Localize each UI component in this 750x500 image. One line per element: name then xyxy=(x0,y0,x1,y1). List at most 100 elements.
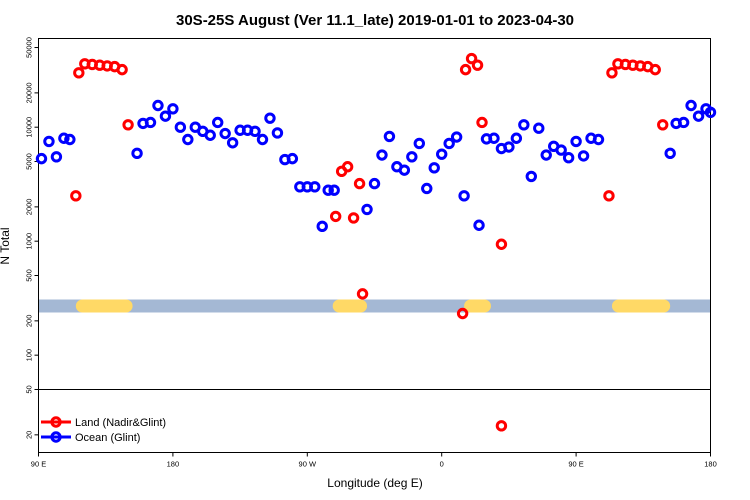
point-ocean xyxy=(322,184,334,196)
chart-title: 30S-25S August (Ver 11.1_late) 2019-01-0… xyxy=(176,12,574,29)
point-land xyxy=(649,63,661,76)
point-ocean xyxy=(518,119,530,131)
legend-marker-land xyxy=(50,416,62,428)
point-land xyxy=(353,177,366,190)
point-ocean xyxy=(533,122,545,134)
land-segment-0 xyxy=(75,299,133,313)
point-land xyxy=(329,210,342,223)
y-tick-label: 20 xyxy=(25,431,34,439)
point-ocean xyxy=(328,184,340,196)
point-land xyxy=(495,238,508,250)
y-tick-label: 50 xyxy=(25,385,34,393)
legend-marker-ocean xyxy=(50,431,62,443)
point-ocean xyxy=(473,219,485,231)
point-land xyxy=(606,67,618,79)
y-tick-label: 2000 xyxy=(25,199,34,216)
point-ocean xyxy=(271,127,284,139)
point-ocean xyxy=(450,131,463,143)
point-land xyxy=(73,67,85,79)
point-ocean xyxy=(256,133,269,146)
point-ocean xyxy=(249,125,261,138)
point-ocean xyxy=(383,130,396,143)
point-ocean xyxy=(167,103,179,115)
point-land xyxy=(657,119,669,131)
x-tick-label: 180 xyxy=(167,460,180,469)
point-land xyxy=(471,59,484,71)
point-ocean xyxy=(503,141,515,153)
land-mask xyxy=(38,299,711,313)
x-tick-label: 90 E xyxy=(31,460,46,469)
point-land xyxy=(70,190,82,202)
point-ocean xyxy=(43,135,55,148)
point-ocean xyxy=(152,99,164,112)
legend: Land (Nadir&Glint) Ocean (Glint) xyxy=(41,416,166,444)
data-points xyxy=(35,52,717,432)
point-ocean xyxy=(488,132,500,144)
x-tick-label: 180 xyxy=(704,460,717,469)
point-land xyxy=(116,63,128,76)
point-ocean xyxy=(219,127,231,140)
point-ocean xyxy=(436,148,448,160)
point-land xyxy=(347,212,360,224)
point-land xyxy=(465,52,478,65)
point-ocean xyxy=(309,181,321,193)
point-ocean xyxy=(131,147,143,160)
point-ocean xyxy=(144,116,157,129)
x-axis: 90 E 180 90 W 0 90 E 180 xyxy=(31,452,717,469)
x-tick-label: 0 xyxy=(440,460,444,469)
point-ocean xyxy=(204,129,216,141)
point-ocean xyxy=(704,106,717,119)
point-ocean xyxy=(64,133,76,146)
y-tick-label: 200 xyxy=(25,315,34,328)
legend-label-land: Land (Nadir&Glint) xyxy=(75,417,166,429)
point-ocean xyxy=(316,220,328,233)
x-tick-label: 90 E xyxy=(568,460,583,469)
point-ocean xyxy=(368,177,381,190)
point-land xyxy=(356,288,369,300)
point-land xyxy=(341,161,354,173)
land-segment-3 xyxy=(611,299,671,313)
point-ocean xyxy=(562,152,575,164)
point-ocean xyxy=(398,164,411,176)
point-ocean xyxy=(413,137,425,150)
y-axis-label: N Total xyxy=(0,227,12,264)
point-ocean xyxy=(443,137,455,150)
plot-frame xyxy=(38,38,711,453)
point-land xyxy=(603,190,615,202)
point-ocean xyxy=(664,147,676,160)
point-ocean xyxy=(376,149,388,161)
point-ocean xyxy=(428,162,440,174)
point-land xyxy=(122,119,134,131)
point-ocean xyxy=(577,150,590,162)
point-ocean xyxy=(592,133,605,146)
point-land xyxy=(495,420,508,432)
point-ocean xyxy=(226,137,239,149)
y-tick-label: 1000 xyxy=(25,233,34,250)
point-ocean xyxy=(525,170,537,183)
point-ocean xyxy=(685,99,697,112)
point-ocean xyxy=(677,116,690,129)
x-tick-label: 90 W xyxy=(299,460,317,469)
point-ocean xyxy=(421,182,433,195)
y-tick-label: 10000 xyxy=(25,117,34,138)
point-ocean xyxy=(692,110,705,122)
point-ocean xyxy=(406,151,418,163)
point-ocean xyxy=(361,203,373,216)
point-ocean xyxy=(540,149,552,161)
y-tick-label: 100 xyxy=(25,349,34,362)
point-ocean xyxy=(159,110,172,122)
point-ocean xyxy=(286,152,299,165)
land-segment-2 xyxy=(464,299,491,313)
y-tick-label: 50000 xyxy=(25,37,34,58)
x-axis-label: Longitude (deg E) xyxy=(327,476,422,490)
y-tick-label: 20000 xyxy=(25,82,34,103)
point-land xyxy=(456,307,469,320)
point-ocean xyxy=(174,121,187,133)
point-land xyxy=(459,63,472,76)
legend-label-ocean: Ocean (Glint) xyxy=(75,432,140,444)
y-axis: 20 50 100 200 500 1000 2000 5000 10000 20000 50000 xyxy=(25,37,39,439)
point-ocean xyxy=(58,132,70,144)
point-ocean xyxy=(212,116,224,129)
point-ocean xyxy=(570,135,582,148)
point-ocean xyxy=(50,151,63,163)
